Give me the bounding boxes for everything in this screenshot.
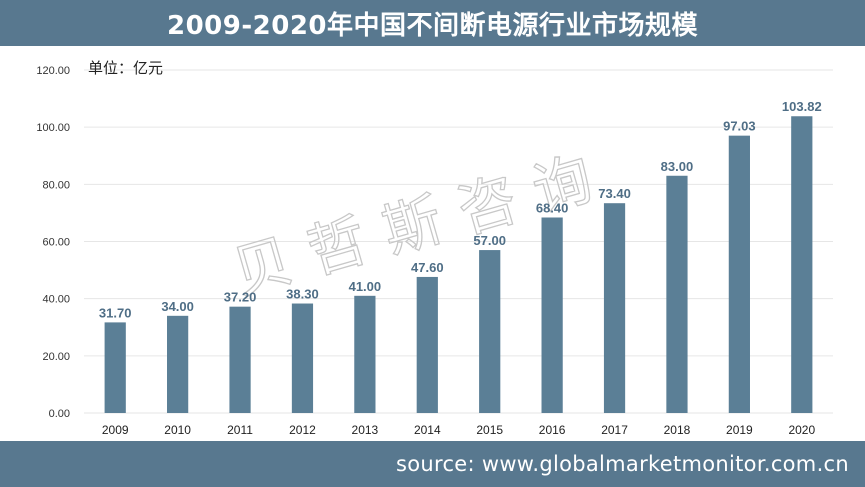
- bar-2019: [728, 135, 750, 413]
- x-tick-2018: 2018: [664, 423, 691, 437]
- y-tick-label: 20.00: [42, 351, 70, 363]
- bar-2020: [791, 116, 813, 413]
- y-tick-label: 120.00: [36, 65, 70, 77]
- data-label-2013: 41.00: [349, 279, 382, 294]
- x-tick-2015: 2015: [476, 423, 503, 437]
- data-label-2009: 31.70: [99, 305, 132, 320]
- data-label-2018: 83.00: [661, 159, 694, 174]
- x-tick-2011: 2011: [227, 423, 253, 437]
- y-tick-label: 80.00: [42, 179, 70, 191]
- data-labels: 31.70 34.00 37.20 38.30 41.00 47.60 57.00 68.40…: [99, 99, 822, 320]
- x-tick-2019: 2019: [726, 423, 753, 437]
- data-label-2015: 57.00: [473, 233, 506, 248]
- source-footer: source: www.globalmarketmonitor.com.cn: [0, 441, 865, 487]
- gridlines: [84, 69, 833, 414]
- bars: [104, 116, 813, 413]
- bar-2011: [229, 306, 251, 413]
- chart-area: 贝哲斯咨询 0.00 20.00 40.00 60.00 80.00 100.00 120.…: [0, 46, 865, 441]
- chart-title: 2009-2020年中国不间断电源行业市场规模: [0, 0, 865, 46]
- x-tick-2016: 2016: [539, 423, 566, 437]
- unit-label: 单位：亿元: [88, 59, 163, 77]
- y-tick-label: 60.00: [42, 237, 70, 249]
- bar-2013: [354, 295, 376, 413]
- x-tick-2009: 2009: [102, 423, 129, 437]
- bar-2016: [541, 217, 563, 413]
- bar-2010: [167, 315, 189, 413]
- data-label-2011: 37.20: [224, 290, 257, 305]
- bar-2009: [104, 322, 126, 413]
- x-tick-2013: 2013: [352, 423, 379, 437]
- y-axis-ticks: 0.00 20.00 40.00 60.00 80.00 100.00 120.00: [36, 65, 70, 420]
- x-axis-ticks: 2009 2010 2011 2012 2013 2014 2015 2016 2017 2018…: [102, 423, 816, 437]
- data-label-2010: 34.00: [161, 299, 194, 314]
- data-label-2017: 73.40: [598, 186, 631, 201]
- data-label-2020: 103.82: [782, 99, 822, 114]
- watermark-char: 哲: [300, 206, 375, 287]
- x-tick-2020: 2020: [788, 423, 815, 437]
- bar-2018: [666, 175, 688, 413]
- y-tick-label: 100.00: [36, 122, 70, 134]
- data-label-2019: 97.03: [723, 119, 756, 134]
- bar-2014: [416, 276, 438, 413]
- bar-2017: [603, 203, 626, 413]
- data-label-2014: 47.60: [411, 260, 444, 275]
- y-tick-label: 40.00: [42, 294, 70, 306]
- data-label-2016: 68.40: [536, 200, 569, 215]
- y-tick-label: 0.00: [49, 408, 70, 420]
- x-tick-2012: 2012: [289, 423, 316, 437]
- x-tick-2017: 2017: [601, 423, 628, 437]
- bar-chart: 贝哲斯咨询 0.0020.0040.0060.0080.00100.00120.…: [36, 59, 833, 437]
- x-tick-2010: 2010: [164, 423, 191, 437]
- bar-2015: [479, 250, 501, 413]
- x-tick-2014: 2014: [414, 423, 441, 437]
- watermark-char: 斯: [375, 185, 450, 266]
- bar-2012: [291, 303, 314, 413]
- data-label-2012: 38.30: [286, 287, 319, 302]
